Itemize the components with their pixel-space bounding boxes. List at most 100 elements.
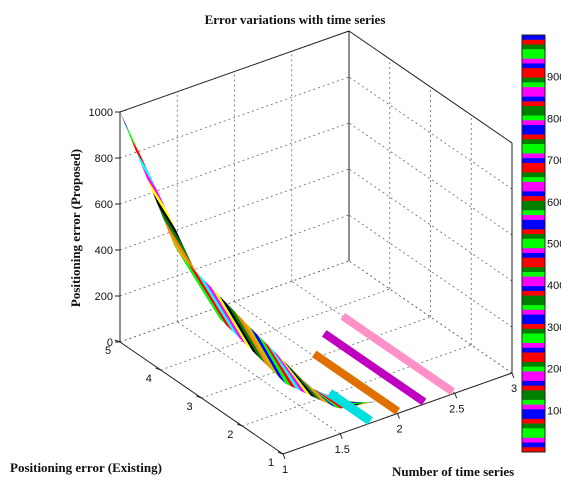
colorbar-stripe (522, 357, 545, 363)
x-tick-mark (511, 372, 515, 379)
colorbar-stripe (522, 82, 545, 88)
colorbar-stripe (522, 134, 545, 140)
colorbar-stripe (522, 390, 545, 396)
y-tick-label: 2 (227, 429, 233, 441)
colorbar-tick-label: 800 (547, 113, 561, 125)
surface (120, 112, 455, 425)
colorbar-stripe (522, 77, 545, 83)
colorbar-stripe (522, 172, 545, 178)
axis-ticks: 0 200 400 600 800 1000 1 2 3 4 5 1 1.5 2 2.5 3 (89, 107, 518, 476)
surface-patch (234, 311, 273, 371)
colorbar-tick-label: 500 (547, 239, 561, 251)
surface-band (326, 389, 373, 425)
surface-band (311, 350, 401, 415)
colorbar-stripe (522, 276, 545, 282)
surface-patch (227, 303, 266, 365)
colorbar-stripe (522, 205, 545, 211)
z-tick-label: 600 (95, 199, 113, 211)
colorbar-stripe (522, 148, 545, 154)
colorbar-stripe (522, 96, 545, 102)
colorbar-stripe (522, 385, 545, 391)
colorbar-stripe (522, 191, 545, 197)
surface-patch (273, 350, 306, 394)
grid-line (119, 122, 350, 205)
colorbar-stripe (522, 53, 545, 59)
colorbar-stripe (522, 295, 545, 301)
axis-edge (119, 30, 350, 113)
colorbar-stripe (522, 371, 545, 377)
colorbar-stripe (522, 442, 545, 448)
colorbar-frame (521, 34, 546, 453)
x-tick-mark (397, 413, 400, 419)
colorbar-stripe (522, 181, 545, 187)
surface-patch (242, 319, 280, 378)
colorbar-stripe (522, 437, 545, 443)
colorbar-tick-label: 100 (547, 405, 561, 417)
colorbar-stripe (522, 219, 545, 225)
colorbar-stripe (522, 125, 545, 131)
colorbar-stripe (522, 376, 545, 382)
x-tick-label: 2 (396, 424, 402, 436)
colorbar-stripe (522, 224, 545, 230)
colorbar-stripe (522, 167, 545, 173)
colorbar-stripe (522, 91, 545, 97)
colorbar-stripe (522, 186, 545, 192)
surface-patch (130, 138, 148, 171)
colorbar-stripe (522, 366, 545, 372)
colorbar-stripe (522, 196, 545, 202)
surface-patch (141, 165, 166, 209)
y-tick-label: 1 (268, 457, 274, 469)
colorbar-stripe (522, 120, 545, 126)
colorbar-stripe (522, 177, 545, 183)
colorbar-stripe (522, 343, 545, 349)
colorbar-stripe (522, 324, 545, 330)
colorbar-stripe (522, 423, 545, 429)
colorbar-stripe (522, 300, 545, 306)
axis-edge (348, 30, 513, 144)
colorbar-stripe (522, 49, 545, 55)
colorbar-stripe (522, 347, 545, 353)
colorbar-stripe (522, 234, 545, 240)
colorbar-stripe (522, 286, 545, 292)
surface-patch (278, 355, 311, 396)
y-tick-label: 5 (105, 345, 111, 357)
colorbar-tick-label: 300 (547, 322, 561, 334)
colorbar-stripe (522, 395, 545, 401)
surface-patch (188, 264, 233, 332)
colorbar-stripe (522, 248, 545, 254)
surface-patch (147, 178, 175, 229)
colorbar-stripe (522, 252, 545, 259)
z-tick-label: 800 (95, 153, 113, 165)
colorbar-stripe (522, 139, 545, 145)
colorbar-stripe (522, 338, 545, 344)
surface-patch (136, 152, 157, 190)
colorbar-stripe (522, 271, 545, 277)
colorbar-stripe (522, 428, 545, 434)
surface-patch (152, 192, 185, 248)
colorbar-stripe (522, 101, 545, 107)
y-axis-label: Positioning error (Existing) (10, 460, 162, 475)
surface-patch (196, 272, 240, 339)
colorbar-stripe (522, 314, 545, 320)
colorbar-stripe (522, 158, 545, 164)
colorbar-stripe (522, 215, 545, 221)
colorbar-tick-label: 600 (547, 197, 561, 209)
colorbar-tick-label: 700 (547, 155, 561, 167)
z-tick-label: 1000 (89, 107, 113, 119)
y-tick-mark (237, 423, 243, 427)
grid-line (119, 260, 350, 343)
x-tick-mark (339, 433, 343, 439)
grid-line (119, 76, 350, 159)
surface-patch (219, 295, 260, 358)
colorbar-stripe (522, 380, 545, 386)
colorbar-stripe (522, 262, 545, 268)
x-axis-label: Number of time series (392, 464, 514, 477)
colorbar-stripe (522, 305, 545, 311)
grid-line (160, 288, 390, 371)
colorbar-stripe (522, 129, 545, 135)
y-tick-mark (196, 395, 202, 399)
colorbar-stripe (522, 328, 545, 334)
surface-patch (267, 345, 301, 391)
colorbar-stripe (522, 281, 545, 287)
